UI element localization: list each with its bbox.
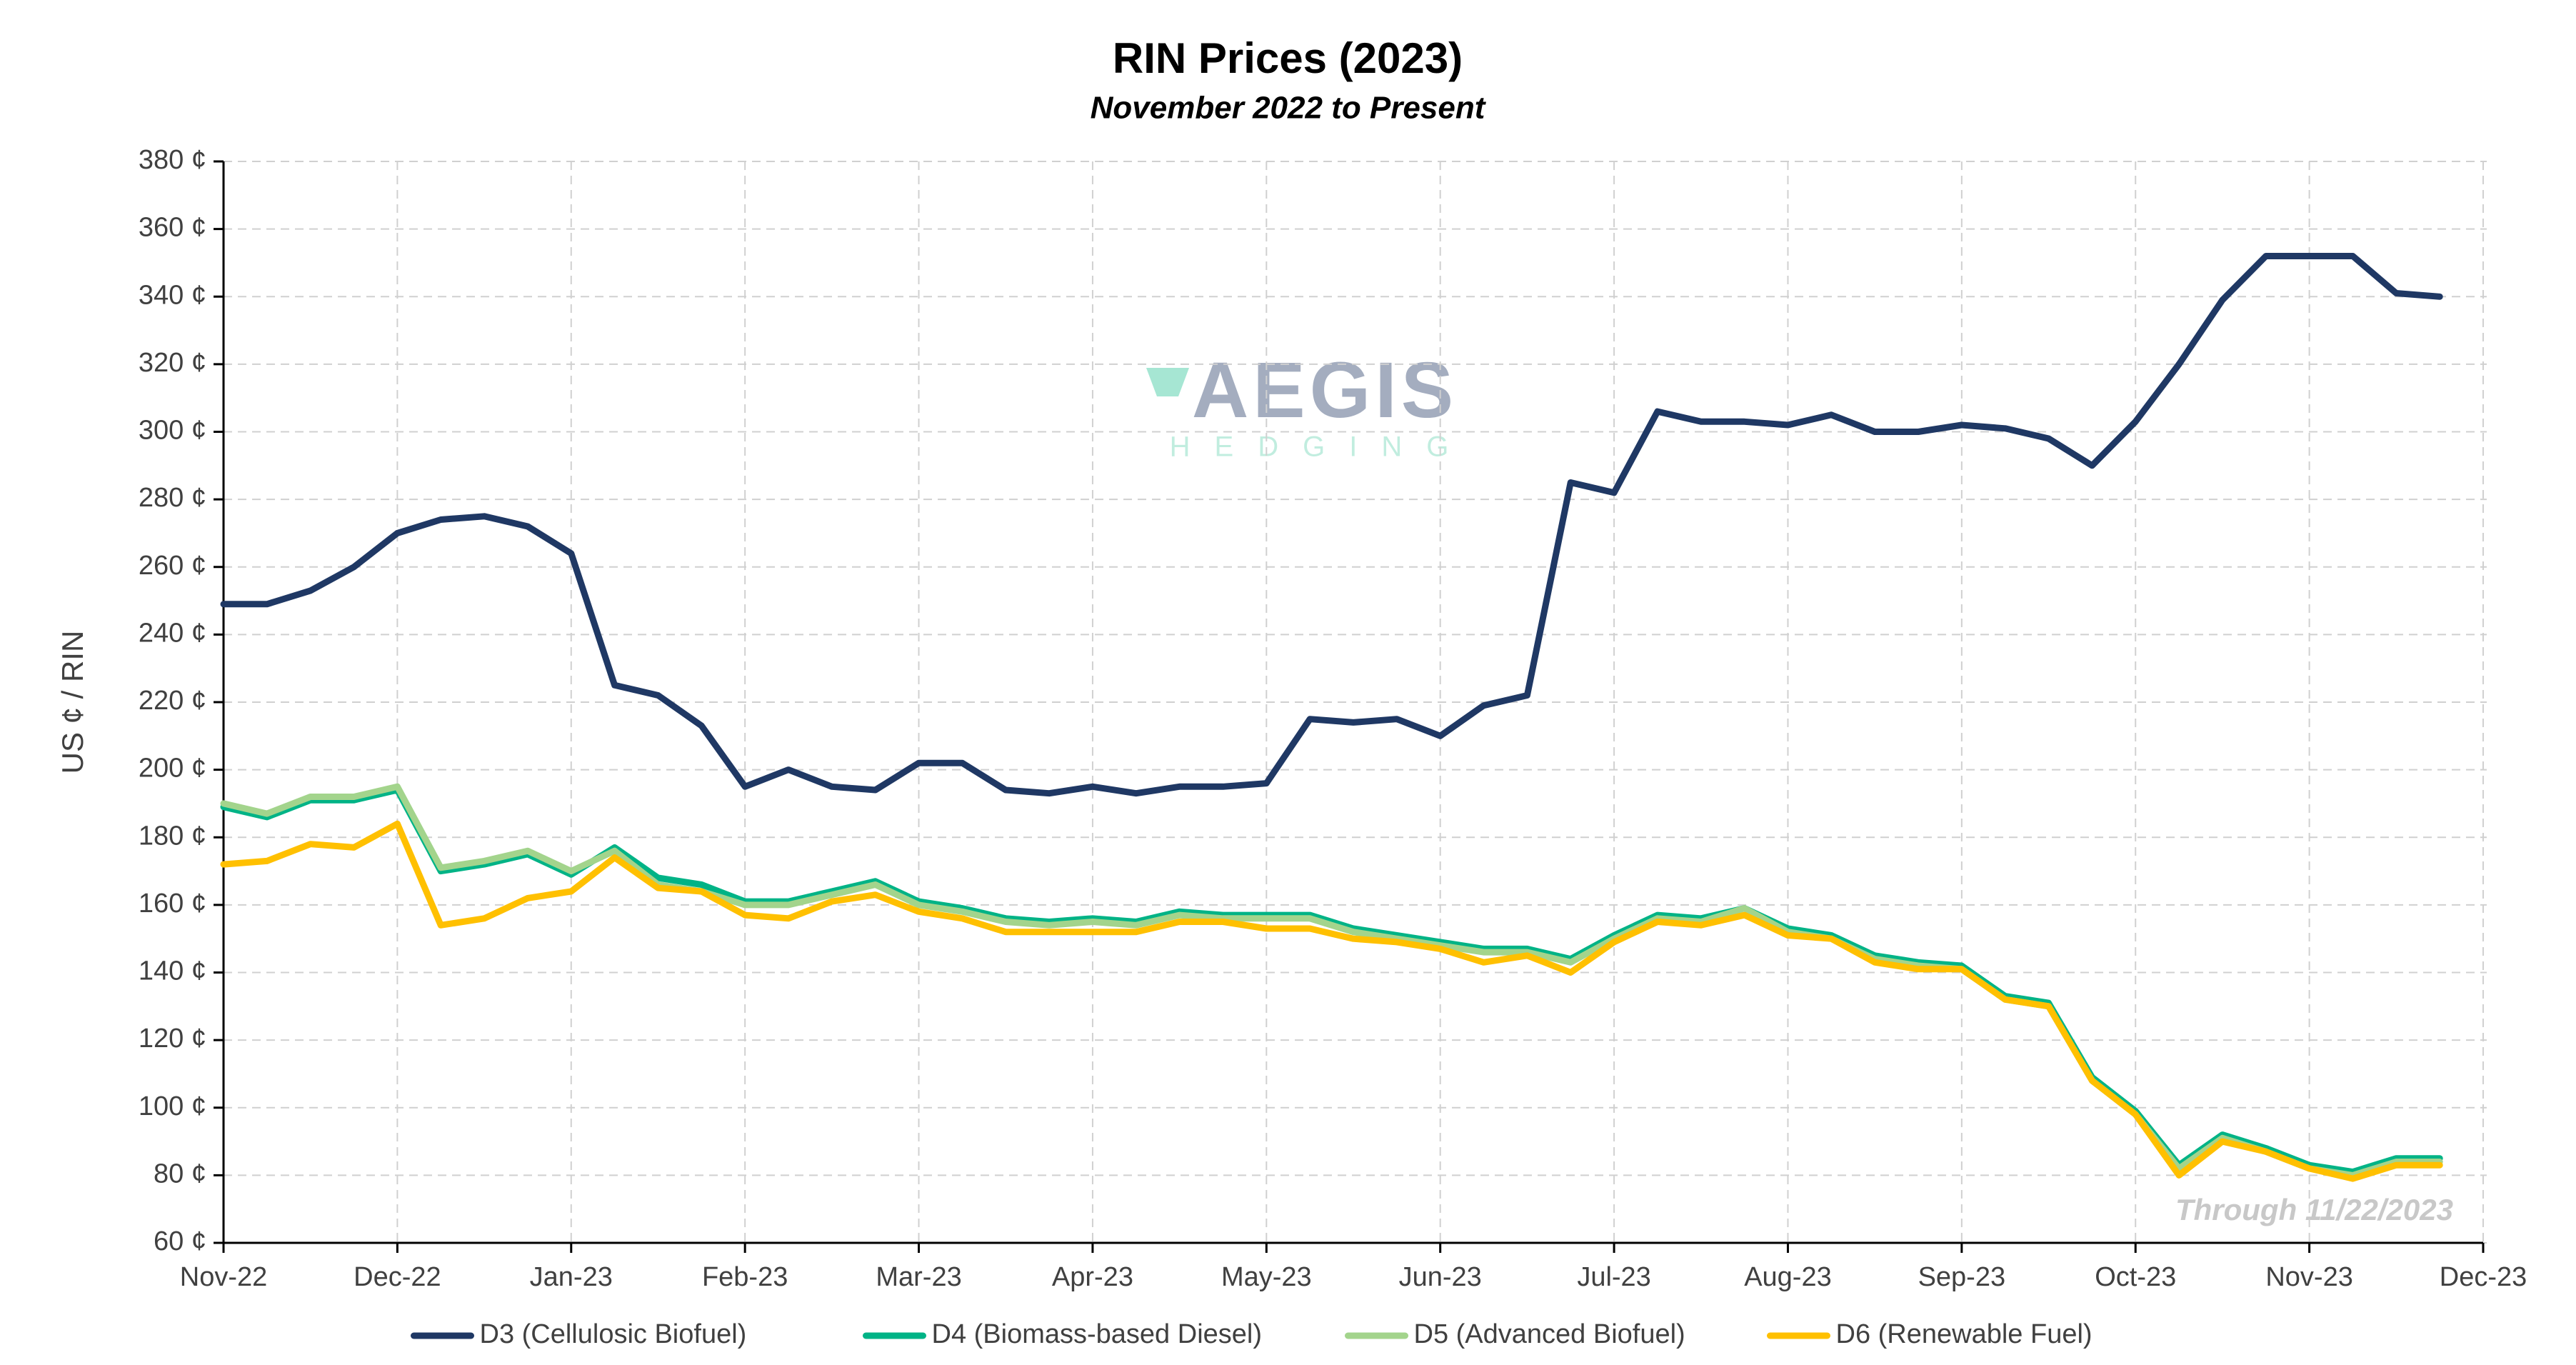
legend-label: D6 (Renewable Fuel) xyxy=(1836,1319,2093,1349)
y-tick-label: 120 ¢ xyxy=(139,1024,206,1054)
y-tick-label: 300 ¢ xyxy=(139,416,206,446)
y-tick-label: 280 ¢ xyxy=(139,483,206,513)
series-line xyxy=(220,786,2443,1176)
x-tick-label: Jun-23 xyxy=(1399,1262,1482,1292)
x-tick-label: Nov-22 xyxy=(180,1262,268,1292)
logo-icon xyxy=(1146,368,1189,396)
series-line xyxy=(220,253,2443,797)
x-tick-label: May-23 xyxy=(1221,1262,1312,1292)
logo-name: AEGIS xyxy=(1192,346,1458,434)
x-tick-label: Aug-23 xyxy=(1744,1262,1832,1292)
x-tick-label: Jul-23 xyxy=(1577,1262,1651,1292)
y-tick-label: 80 ¢ xyxy=(154,1159,206,1189)
series-line xyxy=(220,820,2443,1182)
x-tick-label: Dec-22 xyxy=(354,1262,441,1292)
x-tick-label: Sep-23 xyxy=(1918,1262,2006,1292)
y-tick-label: 160 ¢ xyxy=(139,889,206,919)
y-tick-label: 220 ¢ xyxy=(139,686,206,716)
y-tick-label: 100 ¢ xyxy=(139,1091,206,1121)
legend-label: D3 (Cellulosic Biofuel) xyxy=(480,1319,747,1349)
y-tick-label: 180 ¢ xyxy=(139,821,206,851)
chart-subtitle: November 2022 to Present xyxy=(1091,91,1487,126)
y-tick-label: 380 ¢ xyxy=(139,145,206,175)
x-tick-label: Dec-23 xyxy=(2440,1262,2527,1292)
x-tick-label: Feb-23 xyxy=(702,1262,788,1292)
y-tick-label: 340 ¢ xyxy=(139,280,206,310)
logo-tagline: HEDGING xyxy=(1170,431,1473,463)
y-tick-label: 140 ¢ xyxy=(139,956,206,986)
y-tick-label: 60 ¢ xyxy=(154,1226,206,1256)
y-tick-label: 260 ¢ xyxy=(139,551,206,581)
series-line xyxy=(220,783,2443,1179)
x-tick-label: Mar-23 xyxy=(876,1262,961,1292)
annotation: Through 11/22/2023 xyxy=(2175,1193,2453,1226)
x-tick-label: Oct-23 xyxy=(2095,1262,2176,1292)
y-tick-label: 200 ¢ xyxy=(139,754,206,784)
x-tick-label: Nov-23 xyxy=(2265,1262,2353,1292)
legend-label: D5 (Advanced Biofuel) xyxy=(1414,1319,1685,1349)
legend: D3 (Cellulosic Biofuel) D4 (Biomass-based… xyxy=(411,1319,2093,1349)
logo: AEGIS HEDGING xyxy=(1146,346,1473,463)
y-tick-label: 320 ¢ xyxy=(139,348,206,378)
y-axis-label: US ¢ / RIN xyxy=(56,631,89,774)
chart-title: RIN Prices (2023) xyxy=(1113,34,1463,82)
y-tick-label: 240 ¢ xyxy=(139,618,206,648)
x-tick-label: Jan-23 xyxy=(530,1262,613,1292)
y-tick-label: 360 ¢ xyxy=(139,213,206,243)
x-tick-label: Apr-23 xyxy=(1052,1262,1133,1292)
legend-label: D4 (Biomass-based Diesel) xyxy=(932,1319,1263,1349)
